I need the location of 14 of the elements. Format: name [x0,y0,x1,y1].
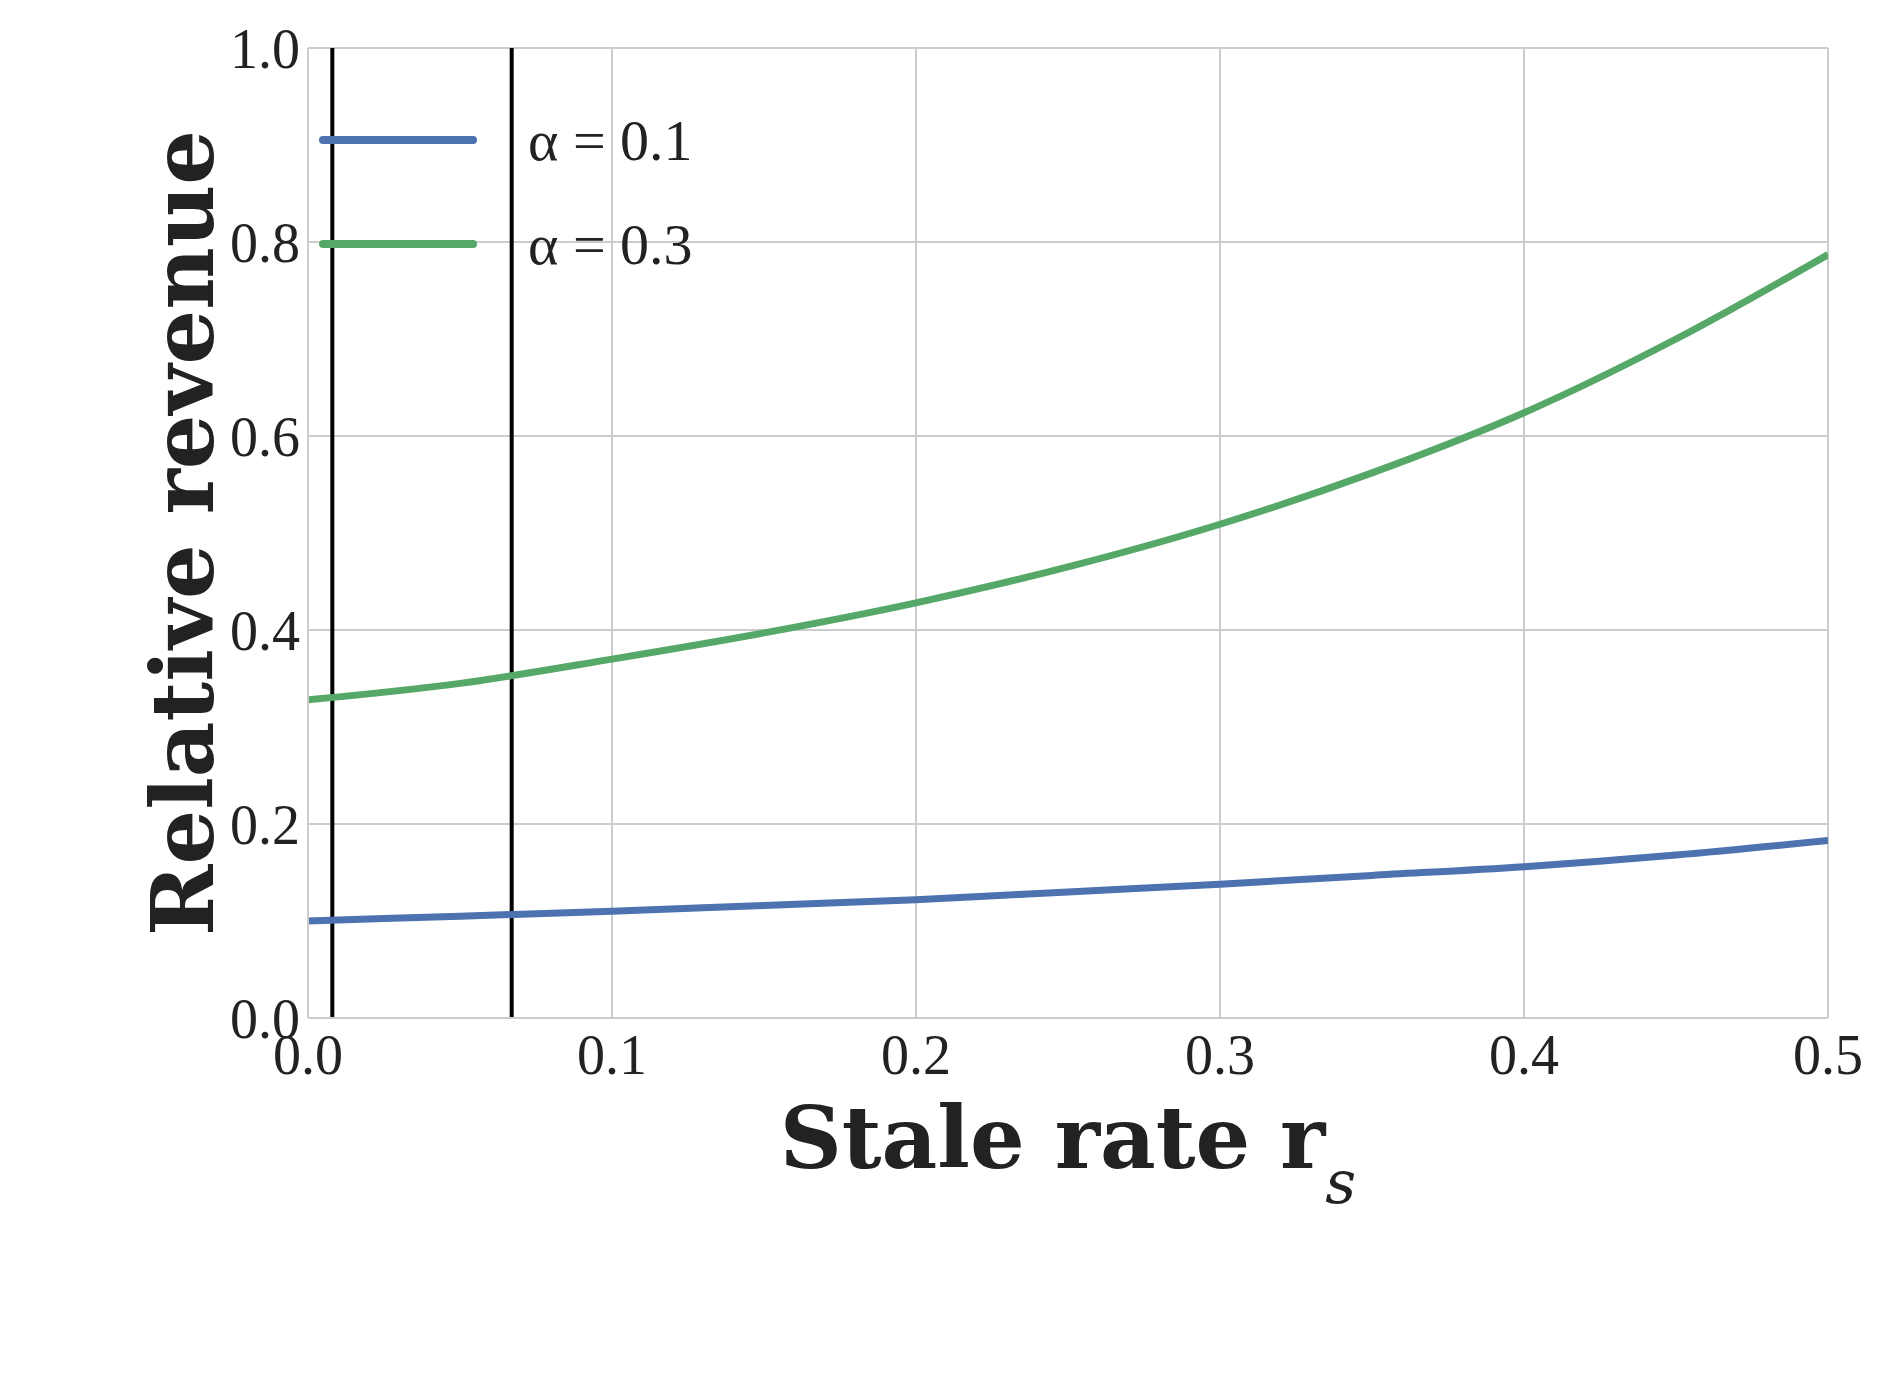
x-tick-label: 0.3 [1185,1023,1255,1086]
x-axis-title: Stale rate r$_{s}$ [779,1087,1357,1217]
y-tick-label: 1.0 [230,17,300,80]
x-tick-label: 0.4 [1489,1023,1559,1086]
y-tick-label: 0.6 [230,405,300,468]
y-axis-title: Relative revenue [132,129,233,937]
y-tick-label: 0.2 [230,793,300,856]
legend-label: α = 0.1 [528,106,693,174]
x-tick-label: 0.2 [881,1023,951,1086]
x-tick-label: 0.5 [1793,1023,1863,1086]
y-tick-label: 0.8 [230,211,300,274]
legend-label: α = 0.3 [528,210,693,278]
x-tick-label: 0.1 [577,1023,647,1086]
y-tick-label: 0.4 [230,599,300,662]
